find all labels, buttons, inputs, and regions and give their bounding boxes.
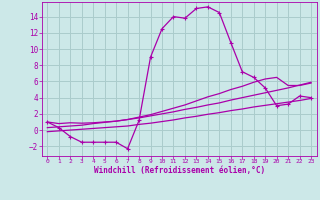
X-axis label: Windchill (Refroidissement éolien,°C): Windchill (Refroidissement éolien,°C) bbox=[94, 166, 265, 175]
